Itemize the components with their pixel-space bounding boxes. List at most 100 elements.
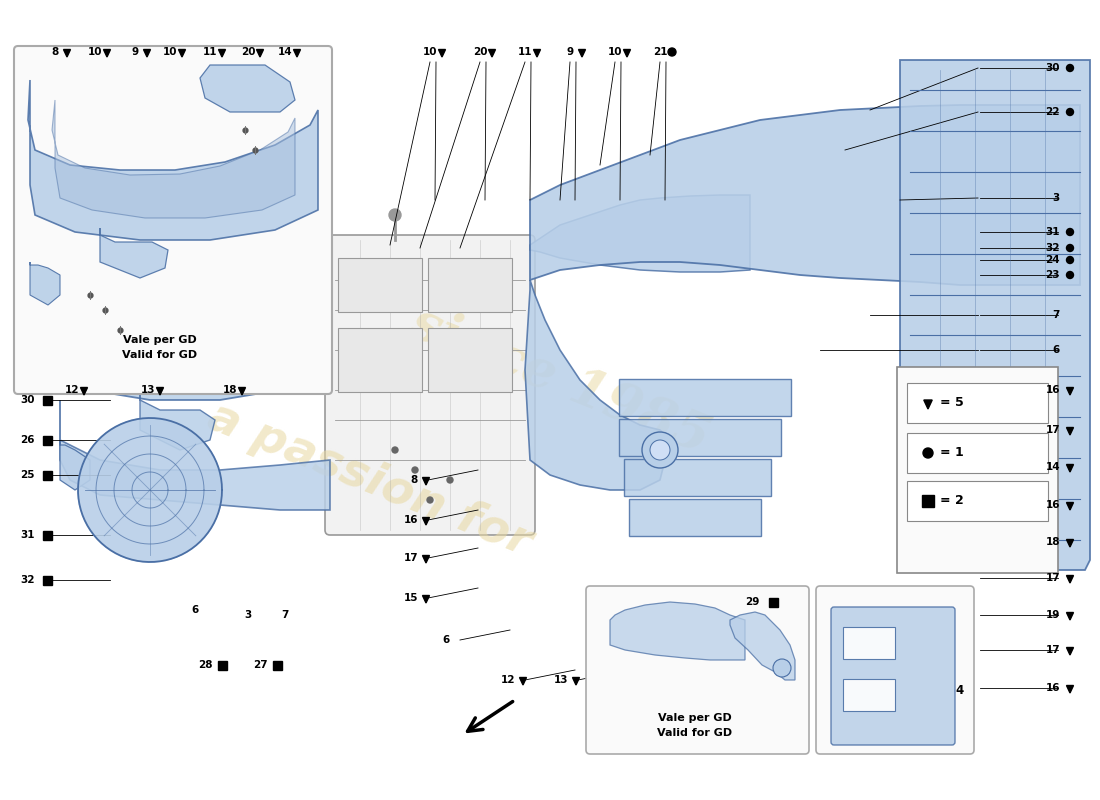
Text: 4: 4 [956, 683, 964, 697]
Text: 7: 7 [282, 610, 288, 620]
Polygon shape [28, 80, 318, 240]
Polygon shape [80, 250, 295, 380]
Text: 10: 10 [88, 47, 102, 57]
Text: 30: 30 [1045, 63, 1060, 73]
FancyBboxPatch shape [619, 379, 791, 416]
Bar [273, 661, 282, 670]
Polygon shape [1067, 575, 1074, 583]
Text: = 5: = 5 [940, 397, 964, 410]
Polygon shape [78, 418, 222, 562]
FancyBboxPatch shape [843, 627, 895, 659]
Text: 21: 21 [652, 47, 668, 57]
Polygon shape [488, 50, 495, 57]
FancyBboxPatch shape [14, 46, 332, 394]
FancyBboxPatch shape [830, 607, 955, 745]
Polygon shape [103, 50, 110, 57]
Text: 8: 8 [52, 47, 58, 57]
Text: 7: 7 [1053, 310, 1060, 320]
Circle shape [427, 497, 433, 503]
Text: 32: 32 [20, 575, 34, 585]
Text: 6: 6 [1053, 345, 1060, 355]
Text: 10: 10 [607, 47, 623, 57]
Text: 16: 16 [1045, 683, 1060, 693]
Polygon shape [1067, 539, 1074, 547]
Polygon shape [900, 60, 1090, 570]
Text: since 1985: since 1985 [403, 297, 717, 463]
Text: 16: 16 [1045, 500, 1060, 510]
Polygon shape [143, 50, 151, 57]
Text: 3: 3 [1053, 193, 1060, 203]
Text: 13: 13 [141, 385, 155, 395]
Polygon shape [530, 195, 750, 272]
Text: 12: 12 [65, 385, 79, 395]
Circle shape [642, 432, 678, 468]
Bar [769, 598, 778, 606]
Polygon shape [579, 50, 585, 57]
FancyBboxPatch shape [908, 383, 1048, 423]
Text: 11: 11 [202, 47, 218, 57]
Text: 13: 13 [553, 675, 568, 685]
Polygon shape [530, 105, 1080, 285]
Polygon shape [294, 50, 300, 57]
Polygon shape [140, 390, 214, 450]
Text: 20: 20 [241, 47, 255, 57]
Text: 32: 32 [1045, 243, 1060, 253]
Polygon shape [256, 50, 264, 57]
Polygon shape [55, 220, 330, 400]
Polygon shape [610, 602, 745, 660]
Polygon shape [525, 280, 670, 490]
Text: 24: 24 [1045, 255, 1060, 265]
FancyBboxPatch shape [619, 419, 781, 456]
Polygon shape [239, 387, 245, 395]
Polygon shape [1067, 465, 1074, 472]
Text: 30: 30 [20, 395, 34, 405]
Text: 3: 3 [244, 610, 252, 620]
Text: a passion for: a passion for [201, 394, 539, 566]
Bar [43, 435, 52, 445]
Polygon shape [730, 612, 795, 680]
Text: Valid for GD: Valid for GD [658, 728, 733, 738]
Polygon shape [219, 50, 225, 57]
Text: 20: 20 [473, 47, 487, 57]
Text: 8: 8 [410, 475, 418, 485]
Circle shape [1067, 271, 1074, 278]
Text: 6: 6 [442, 635, 450, 645]
FancyBboxPatch shape [428, 258, 512, 312]
Polygon shape [60, 400, 330, 510]
Text: Vale per GD: Vale per GD [658, 713, 732, 723]
Circle shape [392, 447, 398, 453]
Circle shape [1067, 109, 1074, 115]
FancyBboxPatch shape [586, 586, 808, 754]
Polygon shape [80, 387, 88, 395]
FancyBboxPatch shape [428, 328, 512, 392]
Bar [43, 395, 52, 405]
FancyBboxPatch shape [816, 586, 974, 754]
Text: 17: 17 [404, 553, 418, 563]
Polygon shape [1067, 686, 1074, 693]
Text: 18: 18 [1045, 537, 1060, 547]
Text: 10: 10 [422, 47, 438, 57]
Text: 14: 14 [1045, 462, 1060, 472]
FancyBboxPatch shape [338, 328, 422, 392]
Text: 9: 9 [131, 47, 139, 57]
Polygon shape [178, 50, 186, 57]
Text: 17: 17 [1045, 645, 1060, 655]
Text: 23: 23 [1045, 270, 1060, 280]
Bar [43, 530, 52, 539]
Text: 17: 17 [1045, 425, 1060, 435]
Text: 11: 11 [518, 47, 532, 57]
Polygon shape [200, 65, 295, 112]
Text: 31: 31 [1045, 227, 1060, 237]
FancyBboxPatch shape [843, 679, 895, 711]
Polygon shape [422, 555, 429, 563]
Text: 26: 26 [20, 435, 34, 445]
Polygon shape [422, 478, 429, 485]
Text: 18: 18 [222, 385, 238, 395]
Polygon shape [572, 678, 580, 685]
Circle shape [668, 48, 676, 56]
Polygon shape [1067, 613, 1074, 620]
Polygon shape [422, 518, 429, 525]
FancyBboxPatch shape [908, 481, 1048, 521]
Polygon shape [519, 678, 527, 685]
Circle shape [447, 477, 453, 483]
